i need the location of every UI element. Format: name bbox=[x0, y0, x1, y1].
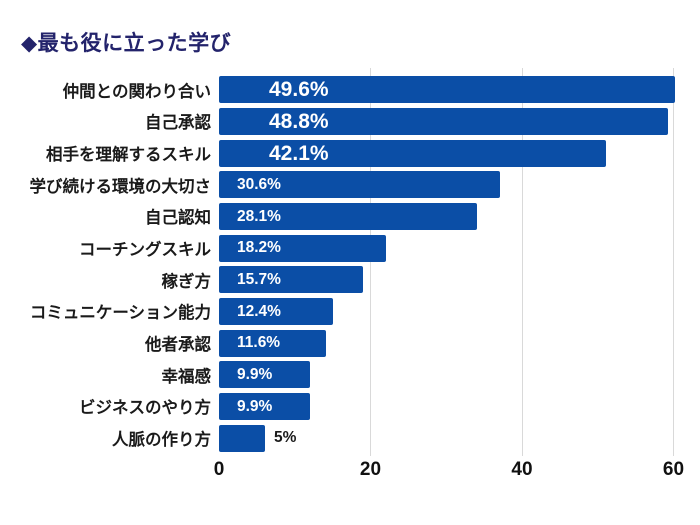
bar-row: 人脈の作り方 5% bbox=[0, 422, 700, 454]
value-label: 42.1% bbox=[269, 141, 329, 165]
x-axis-tick-label-20: 20 bbox=[359, 459, 382, 480]
bar: 49.6% bbox=[219, 76, 675, 104]
bar: 48.8% bbox=[219, 107, 668, 135]
category-label: ビジネスのやり方 bbox=[79, 399, 211, 418]
gridline-40 bbox=[521, 68, 523, 456]
bar-rows: 仲間との関わり合い 49.6% 自己承認 48.8% 相手を理解するスキル 42.1% 学び… bbox=[0, 74, 700, 454]
value-label: 15.7% bbox=[237, 271, 281, 289]
value-label: 18.2% bbox=[237, 239, 281, 257]
bar-track: 12.4% bbox=[219, 297, 675, 325]
bar: 30.6% bbox=[219, 171, 501, 199]
bar-track: 49.6% bbox=[219, 76, 675, 104]
bar-row: コーチングスキル 18.2% bbox=[0, 232, 700, 264]
category-label: コーチングスキル bbox=[79, 241, 211, 260]
bar-row: 幸福感 9.9% bbox=[0, 359, 700, 391]
bar: 11.6% bbox=[219, 329, 326, 357]
bar-row: 自己認知 28.1% bbox=[0, 201, 700, 233]
category-label: 自己承認 bbox=[145, 114, 211, 133]
bar-track: 28.1% bbox=[219, 202, 675, 230]
x-axis-tick-label-40: 40 bbox=[511, 459, 533, 480]
bar-row: 稼ぎ方 15.7% bbox=[0, 264, 700, 296]
category-label: 人脈の作り方 bbox=[112, 431, 211, 450]
bar: 15.7% bbox=[219, 266, 364, 294]
value-label: 49.6% bbox=[269, 78, 329, 102]
value-label: 12.4% bbox=[237, 302, 281, 320]
bar: 12.4% bbox=[219, 297, 333, 325]
gridline-60 bbox=[673, 68, 675, 456]
bar-track: 30.6% bbox=[219, 171, 675, 199]
bar: 9.9% bbox=[219, 392, 311, 420]
bar: 18.2% bbox=[219, 234, 387, 262]
value-label: 9.9% bbox=[237, 397, 273, 415]
gridline-20 bbox=[370, 68, 372, 456]
value-label: 48.8% bbox=[269, 109, 329, 133]
bar-track: 5% bbox=[219, 424, 675, 452]
bar-row: ビジネスのやり方 9.9% bbox=[0, 391, 700, 423]
bar-track: 9.9% bbox=[219, 392, 675, 420]
bar: 42.1% bbox=[219, 139, 607, 167]
value-label: 28.1% bbox=[237, 207, 281, 225]
bar-track: 9.9% bbox=[219, 361, 675, 389]
category-label: コミュニケーション能力 bbox=[29, 304, 211, 323]
category-label: 幸福感 bbox=[161, 367, 212, 386]
value-label: 11.6% bbox=[237, 334, 281, 352]
category-label: 仲間との関わり合い bbox=[62, 82, 211, 101]
category-label: 学び続ける環境の大切さ bbox=[29, 177, 212, 196]
bar: 28.1% bbox=[219, 202, 478, 230]
bar-track: 11.6% bbox=[219, 329, 675, 357]
chart-title: ◆最も役に立った学び bbox=[21, 32, 232, 55]
category-label: 自己認知 bbox=[145, 209, 211, 228]
bar: 9.9% bbox=[219, 361, 311, 389]
bar bbox=[219, 424, 265, 452]
bar-row: 自己承認 48.8% bbox=[0, 106, 700, 138]
value-label: 9.9% bbox=[237, 365, 273, 383]
x-axis-tick-label-60: 60 bbox=[662, 459, 685, 480]
bar-row: コミュニケーション能力 12.4% bbox=[0, 296, 700, 328]
category-label: 他者承認 bbox=[145, 336, 211, 355]
category-label: 稼ぎ方 bbox=[161, 272, 212, 291]
value-label: 5% bbox=[273, 429, 297, 447]
bar-track: 15.7% bbox=[219, 266, 675, 294]
bar-row: 仲間との関わり合い 49.6% bbox=[0, 74, 700, 106]
category-label: 相手を理解するスキル bbox=[46, 146, 211, 165]
chart-plot-area: 0 20 40 60 bbox=[214, 68, 684, 480]
bar-track: 48.8% bbox=[219, 107, 675, 135]
value-label: 30.6% bbox=[237, 176, 281, 194]
bar-row: 相手を理解するスキル 42.1% bbox=[0, 137, 700, 169]
bar-track: 18.2% bbox=[219, 234, 675, 262]
x-axis-tick-label-0: 0 bbox=[213, 459, 225, 480]
bar-row: 学び続ける環境の大切さ 30.6% bbox=[0, 169, 700, 201]
bar-track: 42.1% bbox=[219, 139, 675, 167]
bar-row: 他者承認 11.6% bbox=[0, 327, 700, 359]
